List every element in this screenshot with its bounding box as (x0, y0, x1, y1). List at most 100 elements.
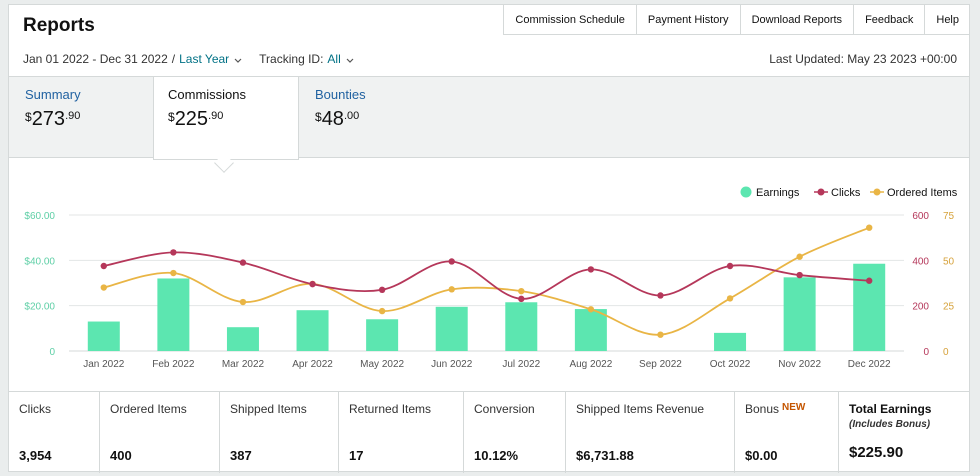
x-tick-label: Aug 2022 (569, 359, 612, 370)
earnings-bar (505, 302, 538, 351)
y-tick-right-outer: 0 (923, 347, 929, 358)
last-updated-text: Last Updated: May 23 2023 +00:00 (769, 52, 957, 66)
clicks-point (657, 292, 664, 299)
clicks-point (239, 259, 247, 266)
ordered-items-line (103, 226, 870, 336)
feedback-link[interactable]: Feedback (854, 5, 926, 34)
x-tick-label: Jan 2022 (83, 359, 125, 370)
metric-value: $6,731.88 (576, 448, 634, 463)
x-tick-label: Feb 2022 (152, 359, 195, 370)
legend-clicks-label: Clicks (831, 187, 861, 199)
ordered-items-point (170, 269, 177, 277)
amount-cents: .90 (65, 110, 81, 122)
tab-summary[interactable]: Summary $273.90 (11, 77, 151, 159)
clicks-point (587, 266, 595, 273)
ordered-items-point (448, 286, 455, 293)
y-tick-left: $20.00 (24, 302, 55, 313)
metric-label: Clicks (19, 402, 51, 416)
tracking-id-dropdown[interactable]: All (327, 52, 354, 66)
earnings-bar (87, 321, 120, 351)
tab-bounties[interactable]: Bounties $48.00 (301, 77, 441, 159)
period-dropdown-label: Last Year (179, 52, 230, 66)
chevron-down-icon (234, 58, 242, 63)
clicks-point (518, 295, 525, 303)
page-title: Reports (23, 15, 95, 36)
y-tick-right-inner: 75 (943, 211, 955, 222)
y-tick-right-inner: 0 (943, 347, 949, 358)
clicks-point (378, 286, 386, 293)
earnings-bar (157, 278, 190, 351)
commission-schedule-link[interactable]: Commission Schedule (504, 5, 637, 34)
tab-commissions[interactable]: Commissions $225.90 (153, 77, 299, 160)
y-tick-right-outer: 600 (912, 211, 929, 222)
metric-label: Returned Items (349, 402, 432, 416)
currency-symbol: $ (25, 110, 32, 124)
reports-panel: Reports Commission Schedule Payment Hist… (8, 4, 970, 473)
top-navigation: Commission Schedule Payment History Down… (503, 5, 970, 35)
metrics-row: Clicks 3,954 Ordered Items 400 Shipped I… (9, 391, 969, 473)
metric-label: Bonus NEW (745, 402, 828, 416)
amount-cents: .00 (343, 110, 360, 122)
currency-symbol: $ (168, 110, 175, 124)
y-tick-left: $60.00 (24, 211, 55, 222)
legend-earnings-label: Earnings (756, 187, 800, 199)
earnings-bar (574, 309, 607, 351)
currency-symbol: $ (315, 110, 322, 124)
clicks-point (170, 249, 177, 256)
ordered-items-point (100, 284, 107, 291)
clicks-point (309, 280, 316, 288)
filter-separator: / (171, 52, 176, 66)
metric-bonus: Bonus NEW $0.00 (735, 392, 839, 473)
y-tick-right-inner: 25 (943, 302, 955, 313)
earnings-bar (366, 319, 399, 351)
report-tabs: Summary $273.90 Commissions $225.90 Boun… (9, 76, 969, 160)
y-tick-right-outer: 200 (912, 302, 929, 313)
metric-value: $0.00 (745, 448, 778, 463)
tab-commissions-value: $225.90 (168, 108, 284, 131)
metric-shipped-items: Shipped Items 387 (220, 392, 339, 473)
clicks-point (448, 258, 455, 265)
x-tick-label: Apr 2022 (292, 359, 333, 370)
metric-shipped-items-revenue: Shipped Items Revenue $6,731.88 (566, 392, 735, 473)
metric-conversion: Conversion 10.12% (464, 392, 566, 473)
period-dropdown[interactable]: Last Year (179, 52, 243, 66)
legend-ordered-items-label: Ordered Items (887, 187, 958, 199)
tab-summary-value: $273.90 (25, 108, 137, 131)
download-reports-link[interactable]: Download Reports (741, 5, 855, 34)
metric-ordered-items: Ordered Items 400 (100, 392, 220, 473)
ordered-items-point (518, 287, 525, 295)
clicks-point (866, 277, 873, 284)
metric-value: 17 (349, 448, 364, 463)
x-tick-label: Jun 2022 (431, 359, 473, 370)
payment-history-link[interactable]: Payment History (637, 5, 741, 34)
earnings-bar (226, 327, 259, 351)
earnings-bar (435, 306, 468, 351)
tab-bounties-label: Bounties (315, 87, 366, 102)
x-tick-label: Oct 2022 (710, 359, 751, 370)
metric-clicks: Clicks 3,954 (9, 392, 100, 473)
metric-value: 3,954 (19, 448, 52, 463)
ordered-items-point (587, 306, 595, 313)
help-link[interactable]: Help (936, 14, 959, 26)
earnings-bar (783, 277, 816, 351)
y-tick-right-inner: 50 (943, 256, 955, 267)
metric-label: Conversion (474, 402, 535, 416)
chart-svg: 0 0 0 $20.00 200 25 $40.00 400 50 $60.00 600 75 Jan … (24, 186, 958, 370)
legend-ordered-items-marker (873, 188, 881, 196)
tab-commissions-label: Commissions (168, 87, 247, 102)
clicks-line (103, 251, 870, 300)
x-tick-label: May 2022 (360, 359, 404, 370)
amount-cents: .90 (208, 110, 224, 122)
legend-clicks-marker (817, 188, 825, 196)
earnings-bar (296, 310, 329, 351)
ordered-items-point (726, 295, 734, 302)
metric-label: Total Earnings (849, 402, 932, 416)
bonus-label: Bonus (745, 402, 780, 416)
amount: 273 (31, 108, 66, 130)
ordered-items-point (239, 298, 247, 306)
amount: 48 (321, 108, 344, 130)
metric-value: 400 (110, 448, 132, 463)
metric-label: Shipped Items Revenue (576, 402, 705, 416)
x-tick-label: Dec 2022 (848, 359, 891, 370)
y-tick-right-outer: 400 (912, 256, 929, 267)
